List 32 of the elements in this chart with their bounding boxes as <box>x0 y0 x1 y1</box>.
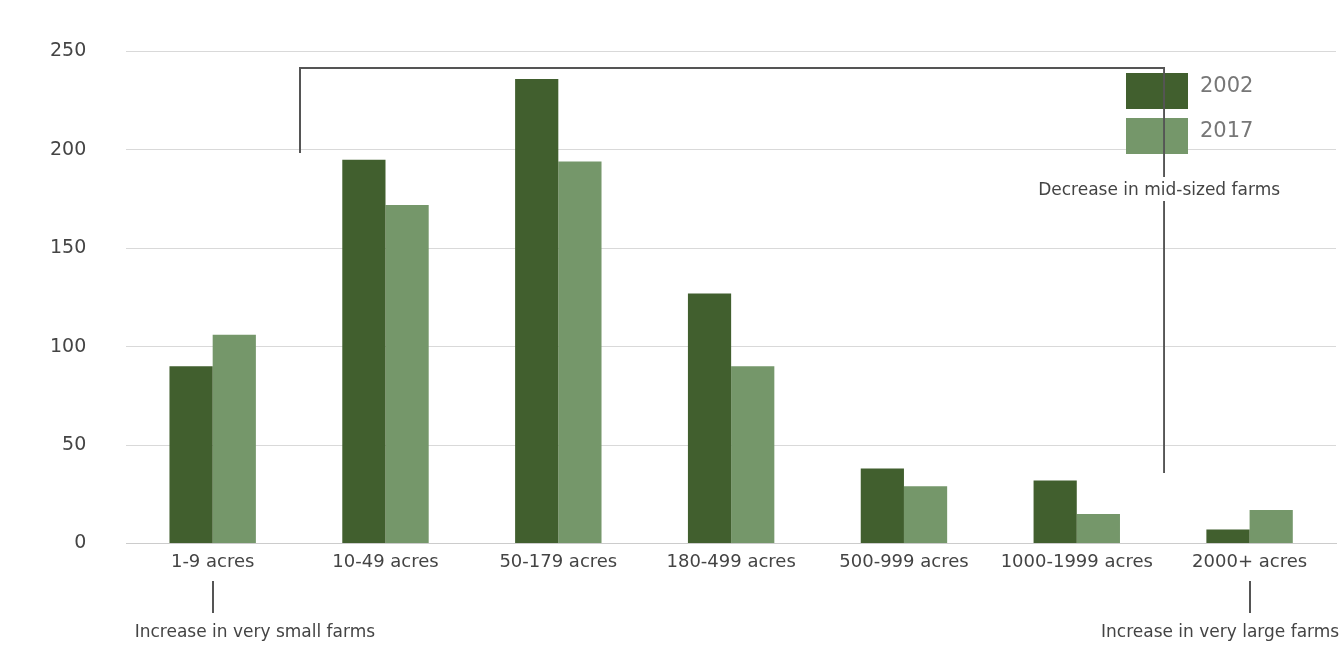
x-tick-label: 180-499 acres <box>666 549 796 571</box>
bar <box>1033 480 1077 543</box>
x-tick-label: 10-49 acres <box>332 549 439 571</box>
legend-label: 2002 <box>1200 73 1254 98</box>
bar <box>1206 529 1250 543</box>
annotation: Decrease in mid-sized farms <box>1038 177 1281 202</box>
legend-label: 2017 <box>1200 118 1254 143</box>
bar <box>860 468 904 543</box>
bar <box>731 366 775 543</box>
y-tick-label: 150 <box>50 235 87 258</box>
y-tick-label: 0 <box>74 530 87 553</box>
y-tick-label: 50 <box>62 431 87 454</box>
x-tick-label: 50-179 acres <box>499 549 618 571</box>
bar <box>1076 513 1120 543</box>
x-tick-label: 2000+ acres <box>1192 549 1308 571</box>
text: Increase in very small farms <box>134 619 376 644</box>
bar <box>515 78 559 543</box>
bar <box>903 486 948 543</box>
x-tick-label: 1000-1999 acres <box>1000 549 1153 571</box>
y-tick-label: 200 <box>50 136 87 159</box>
bar <box>212 334 256 543</box>
bar <box>558 161 602 543</box>
x-tick-label: 1-9 acres <box>170 549 255 571</box>
bar <box>687 293 732 543</box>
y-tick-label: 250 <box>50 38 87 61</box>
bar <box>1249 509 1293 543</box>
bar <box>342 159 386 543</box>
x-tick-label: 500-999 acres <box>839 549 969 571</box>
bar <box>169 366 213 543</box>
text: Increase in very large farms <box>1101 619 1340 644</box>
y-tick-label: 100 <box>50 333 87 356</box>
bar <box>385 204 429 543</box>
